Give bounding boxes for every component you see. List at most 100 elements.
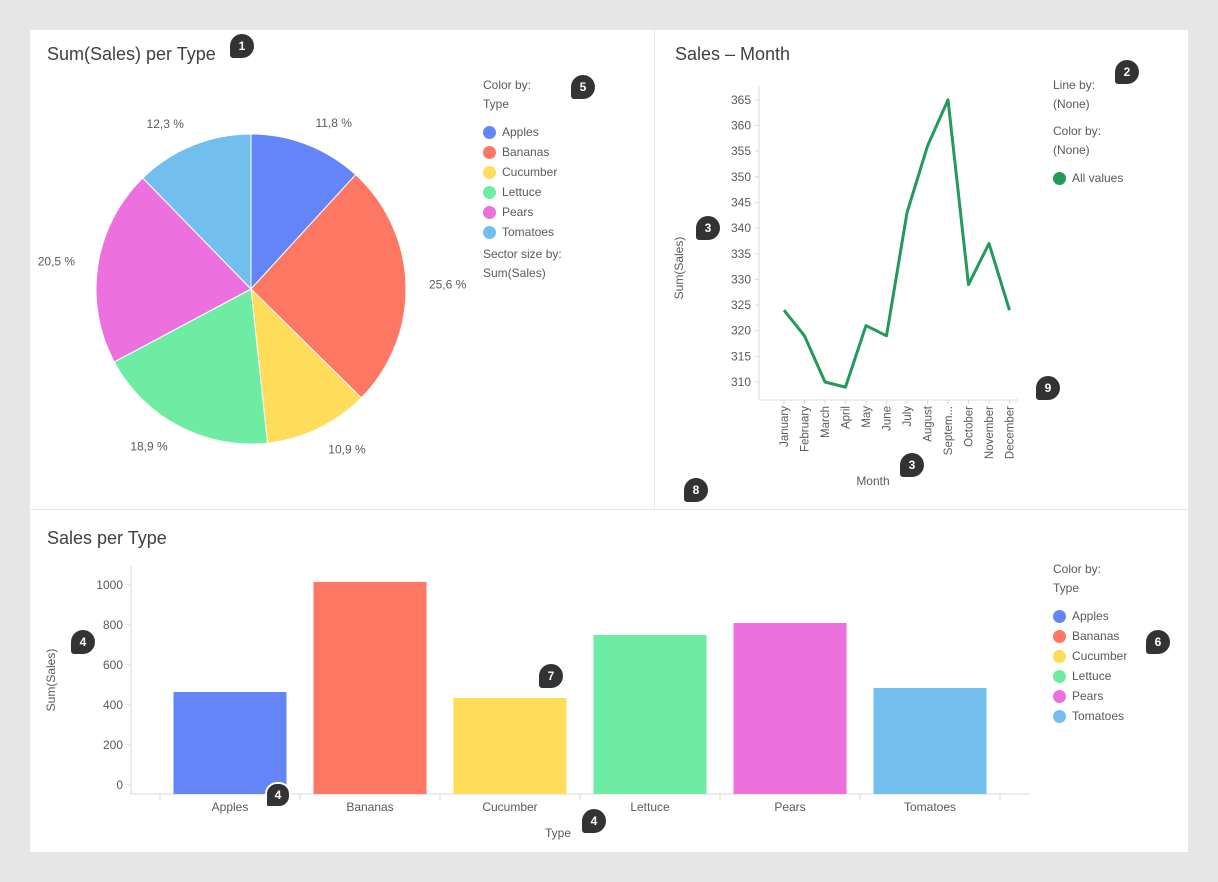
callout-badge-9: 9 <box>1036 376 1060 400</box>
line-x-axis-title[interactable]: Month <box>856 474 889 488</box>
callout-badge-3-yaxis: 3 <box>696 216 720 240</box>
bar-legend-item-label: Pears <box>1072 689 1104 703</box>
bar-bananas[interactable] <box>313 582 427 794</box>
pie-slice-cucumber[interactable] <box>250 287 362 444</box>
line-x-tick-label: January <box>779 406 791 447</box>
bar-apples[interactable] <box>173 692 287 794</box>
callout-badge-4-category: 4 <box>265 782 291 808</box>
line-y-tick-label: 310 <box>731 375 751 389</box>
pie-slice-label: 18,9 % <box>130 439 168 453</box>
line-y-tick-label: 365 <box>731 93 751 107</box>
line-legend-swatch <box>1053 171 1066 185</box>
line-series-all-values[interactable] <box>782 98 1011 389</box>
bar-cucumber[interactable] <box>453 698 567 794</box>
pie-legend-sector-size-label: Sector size by: <box>483 247 562 261</box>
bar-x-tick-label: Bananas <box>346 800 393 814</box>
line-x-tick-label: April <box>841 406 853 429</box>
pie-legend-sector-size-value[interactable]: Sum(Sales) <box>483 266 546 280</box>
panel-divider-horizontal <box>30 509 1188 510</box>
pie-legend-item-lettuce[interactable]: Lettuce <box>483 182 562 202</box>
pie-slice-tomatoes[interactable] <box>142 133 252 291</box>
bar-legend-item-bananas[interactable]: Bananas <box>1053 626 1127 646</box>
bar-x-tick-label: Cucumber <box>482 800 537 814</box>
line-legend-line-by-value[interactable]: (None) <box>1053 97 1090 111</box>
bar-legend-item-cucumber[interactable]: Cucumber <box>1053 646 1127 666</box>
pie-legend-item-cucumber[interactable]: Cucumber <box>483 162 562 182</box>
bar-y-axis-title[interactable]: Sum(Sales) <box>44 649 58 712</box>
line-y-axis-title[interactable]: Sum(Sales) <box>672 237 686 300</box>
pie-legend-swatch <box>483 145 496 159</box>
bar-y-tick-label: 1000 <box>96 578 123 592</box>
callout-badge-7: 7 <box>539 664 563 688</box>
pie-legend-item-bananas[interactable]: Bananas <box>483 142 562 162</box>
callout-badge-3-xaxis: 3 <box>900 453 924 477</box>
line-y-tick-label: 335 <box>731 247 751 261</box>
pie-slice-bananas[interactable] <box>250 173 407 399</box>
line-x-tick-label: June <box>882 406 894 431</box>
pie-legend-items: Apples Bananas Cucumber Lettuce Pears Tomatoe… <box>483 122 562 242</box>
pie-slice-pears[interactable] <box>95 177 252 363</box>
pie-legend-item-pears[interactable]: Pears <box>483 202 562 222</box>
line-legend[interactable]: Line by: (None) Color by: (None) All val… <box>1053 76 1123 188</box>
line-legend-line-by-label: Line by: <box>1053 78 1096 92</box>
bar-legend-color-by-label: Color by: <box>1053 562 1102 576</box>
bar-y-tick-label: 800 <box>103 618 123 632</box>
bar-legend-swatch <box>1053 689 1066 703</box>
bar-tomatoes[interactable] <box>873 688 987 794</box>
bar-chart-title: Sales per Type <box>47 528 167 548</box>
pie-legend-item-tomatoes[interactable]: Tomatoes <box>483 222 562 242</box>
pie-legend-item-label: Tomatoes <box>502 225 555 239</box>
bar-y-tick-label: 0 <box>116 778 123 792</box>
line-y-tick-label: 315 <box>731 349 751 363</box>
bar-legend-items: Apples Bananas Cucumber Lettuce Pears Tomatoe… <box>1053 606 1127 726</box>
pie-legend[interactable]: Color by: Type Apples Bananas Cucumber Lett… <box>483 76 562 283</box>
line-y-tick-label: 340 <box>731 221 751 235</box>
bar-y-tick-label: 200 <box>103 738 123 752</box>
bar-x-axis-title[interactable]: Type <box>545 826 571 840</box>
bar-x-tick-label: Pears <box>774 800 805 814</box>
line-legend-item[interactable]: All values <box>1053 168 1123 188</box>
pie-slice-label: 11,8 % <box>315 116 352 130</box>
bar-legend[interactable]: Color by: Type Apples Bananas Cucumber Lett… <box>1053 560 1127 726</box>
bar-legend-item-label: Apples <box>1072 609 1109 623</box>
line-x-tick-label: July <box>902 406 914 427</box>
pie-slice-apples[interactable] <box>250 133 357 291</box>
line-legend-color-by-value[interactable]: (None) <box>1053 143 1090 157</box>
pie-legend-item-label: Bananas <box>502 145 550 159</box>
bar-legend-swatch <box>1053 609 1066 623</box>
pie-legend-item-label: Lettuce <box>502 185 542 199</box>
bar-legend-item-apples[interactable]: Apples <box>1053 606 1127 626</box>
pie-legend-swatch <box>483 205 496 219</box>
pie-legend-item-apples[interactable]: Apples <box>483 122 562 142</box>
line-legend-item-label: All values <box>1072 171 1124 185</box>
pie-slice-lettuce[interactable] <box>113 288 269 445</box>
bar-y-tick-label: 600 <box>103 658 123 672</box>
bar-legend-item-pears[interactable]: Pears <box>1053 686 1127 706</box>
callout-badge-6: 6 <box>1146 630 1170 654</box>
bar-pears[interactable] <box>733 623 847 794</box>
pie-legend-color-by-label: Color by: <box>483 78 532 92</box>
bar-legend-swatch <box>1053 629 1066 643</box>
bar-legend-color-by-value[interactable]: Type <box>1053 581 1080 595</box>
bar-legend-swatch <box>1053 669 1066 683</box>
bar-legend-item-label: Bananas <box>1072 629 1120 643</box>
line-y-tick-label: 330 <box>731 272 751 286</box>
line-y-tick-label: 345 <box>731 195 751 209</box>
bar-lettuce[interactable] <box>593 635 707 794</box>
callout-badge-2: 2 <box>1115 60 1139 84</box>
pie-slice-label: 10,9 % <box>328 442 366 456</box>
bar-legend-item-label: Tomatoes <box>1072 709 1125 723</box>
line-y-tick-label: 355 <box>731 144 751 158</box>
pie-legend-swatch <box>483 185 496 199</box>
line-chart-title: Sales – Month <box>675 44 791 64</box>
pie-legend-color-by-value[interactable]: Type <box>483 97 510 111</box>
line-y-tick-label: 360 <box>731 119 751 133</box>
pie-slice-label: 12,3 % <box>147 117 185 131</box>
bar-legend-item-lettuce[interactable]: Lettuce <box>1053 666 1127 686</box>
pie-chart-title: Sum(Sales) per Type <box>47 44 216 64</box>
line-x-tick-label: December <box>1005 406 1017 459</box>
bar-legend-item-tomatoes[interactable]: Tomatoes <box>1053 706 1127 726</box>
